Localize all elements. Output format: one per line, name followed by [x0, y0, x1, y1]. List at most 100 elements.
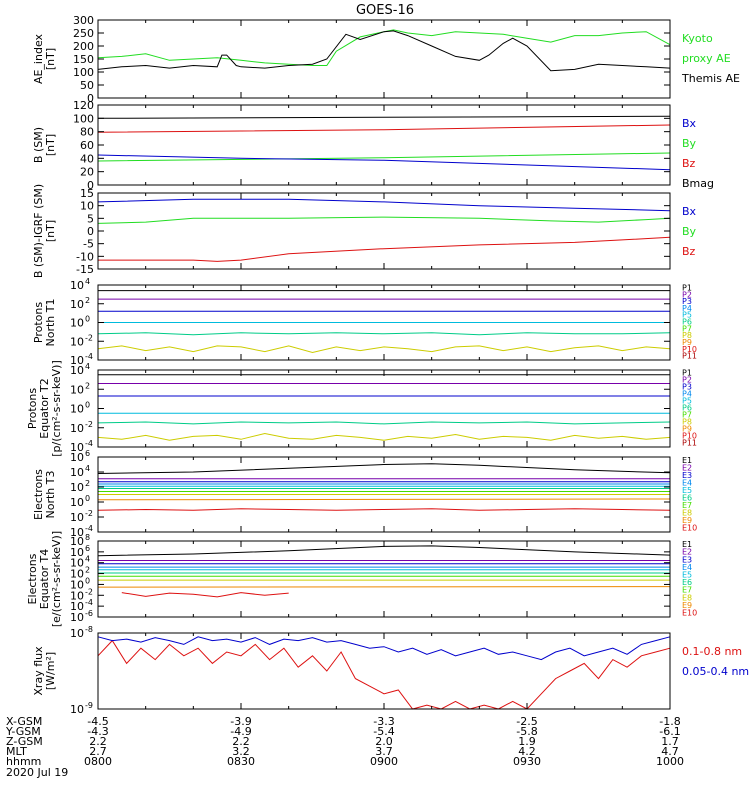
ytick-exp-e_equator-4: 2 [85, 566, 90, 575]
series-bsm-3 [97, 154, 671, 171]
legend-e_north-2: E3 [682, 471, 692, 480]
legend-p_north-8: P9 [682, 338, 692, 347]
xrow-value-3-0: -2.5 [516, 715, 537, 728]
ytick-label-p_equator-3: 10 [70, 383, 84, 396]
ytick-exp-p_north-2: 0 [85, 315, 90, 324]
xrow-value-4-3: 4.7 [661, 745, 679, 758]
legend-e_equator-9: E10 [682, 608, 697, 617]
series-p_north-4 [97, 332, 671, 336]
ylabel-bdiff-0: B (SM)-IGRF (SM) [32, 184, 45, 278]
xrow-value-2-2: 2.0 [375, 735, 393, 748]
xrow-value-1-0: -3.9 [230, 715, 251, 728]
ytick-label-bdiff-0: -15 [76, 263, 94, 276]
ytick-exp-p_equator-1: -2 [85, 420, 93, 429]
series-e_equator-0 [97, 545, 671, 557]
ytick-label-bsm-6: 120 [73, 99, 94, 112]
series-bdiff-2 [98, 236, 671, 262]
legend-bsm-1: By [682, 137, 697, 150]
legend-p_north-3: P4 [682, 304, 692, 313]
ytick-label-ae-5: 250 [73, 27, 94, 40]
ytick-label-bsm-0: 0 [87, 179, 94, 192]
legend-p_north-4: P5 [682, 311, 692, 320]
legend-p_equator-8: P9 [682, 425, 692, 434]
ytick-exp-e_equator-0: -6 [85, 609, 93, 618]
ytick-label-e_north-5: 10 [70, 451, 84, 464]
series-e_north-8 [97, 498, 671, 501]
legend-e_equator-7: E8 [682, 593, 692, 602]
ylabel-ae-0: AE_index [32, 33, 45, 84]
ytick-exp-e_equator-3: 0 [85, 576, 90, 585]
ytick-label-bdiff-4: 5 [87, 212, 94, 225]
ylabel-ae-1: [nT] [44, 48, 57, 70]
legend-p_equator-7: P8 [682, 418, 692, 427]
xrow-value-2-4: 0900 [370, 755, 398, 768]
ytick-label-e_equator-7: 10 [70, 535, 84, 548]
series-ae-1 [97, 30, 671, 72]
series-e_north-0 [97, 463, 671, 474]
ylabel-xray-0: Xray flux [32, 646, 45, 696]
ytick-exp-xray-1: -8 [85, 625, 93, 634]
ylabel-e_north-0: Electrons [32, 469, 45, 520]
ytick-label-e_north-2: 10 [70, 496, 84, 509]
series-xray-1 [97, 636, 671, 661]
legend-bdiff-0: Bx [682, 205, 697, 218]
ylabel-e_equator-2: [e/(cm²-s-sr-keV)] [50, 531, 63, 627]
xrow-value-3-2: 1.9 [518, 735, 536, 748]
ytick-label-e_equator-6: 10 [70, 546, 84, 559]
xrow-value-0-1: -4.3 [87, 725, 108, 738]
series-p_north-5 [97, 345, 671, 354]
ylabel-bdiff-1: [nT] [44, 220, 57, 242]
ytick-label-bsm-1: 20 [80, 166, 94, 179]
ytick-label-e_equator-3: 10 [70, 578, 84, 591]
legend-p_equator-1: P2 [682, 376, 692, 385]
ylabel-p_equator-1: Equator T2 [38, 378, 51, 438]
xrow-value-2-1: -5.4 [373, 725, 394, 738]
ytick-label-xray-1: 10 [70, 627, 84, 640]
ytick-label-e_north-1: 10 [70, 511, 84, 524]
legend-p_north-5: P6 [682, 318, 692, 327]
ytick-exp-e_equator-7: 8 [85, 533, 90, 542]
legend-e_equator-1: E2 [682, 548, 692, 557]
xrow-value-1-1: -4.9 [230, 725, 251, 738]
legend-e_north-3: E4 [682, 479, 692, 488]
legend-e_equator-5: E6 [682, 578, 692, 587]
xrow-value-0-0: -4.5 [87, 715, 108, 728]
ytick-label-bsm-3: 60 [80, 139, 94, 152]
series-bsm-2 [97, 152, 671, 162]
legend-e_north-5: E6 [682, 494, 692, 503]
ytick-label-e_equator-4: 10 [70, 568, 84, 581]
ytick-exp-e_north-1: -2 [85, 509, 93, 518]
ytick-exp-p_equator-0: -4 [85, 439, 93, 448]
ytick-exp-e_equator-2: -2 [85, 587, 93, 596]
legend-e_equator-4: E5 [682, 570, 692, 579]
legend-p_north-9: P10 [682, 345, 697, 354]
legend-e_equator-6: E7 [682, 586, 692, 595]
ytick-label-ae-6: 300 [73, 14, 94, 27]
ytick-exp-p_north-1: -2 [85, 333, 93, 342]
ylabel-p_north-1: North T1 [44, 299, 57, 347]
series-bsm-1 [97, 124, 671, 133]
ytick-label-bsm-2: 40 [80, 152, 94, 165]
ytick-exp-e_north-5: 6 [85, 449, 90, 458]
ytick-label-bdiff-6: 15 [80, 187, 94, 200]
ylabel-bsm-0: B (SM) [32, 127, 45, 163]
ylabel-e_north-1: North T3 [44, 471, 57, 519]
ytick-label-p_north-1: 10 [70, 335, 84, 348]
series-e_north-9 [97, 508, 671, 511]
ytick-exp-p_north-3: 2 [85, 296, 90, 305]
legend-e_north-6: E7 [682, 501, 692, 510]
xrow-value-1-2: 2.2 [232, 735, 250, 748]
panel-frame-p_equator [97, 369, 671, 448]
date-label: 2020 Jul 19 [6, 766, 68, 779]
ytick-label-bsm-4: 80 [80, 126, 94, 139]
ytick-label-p_equator-0: 10 [70, 441, 84, 454]
legend-e_north-9: E10 [682, 524, 697, 533]
